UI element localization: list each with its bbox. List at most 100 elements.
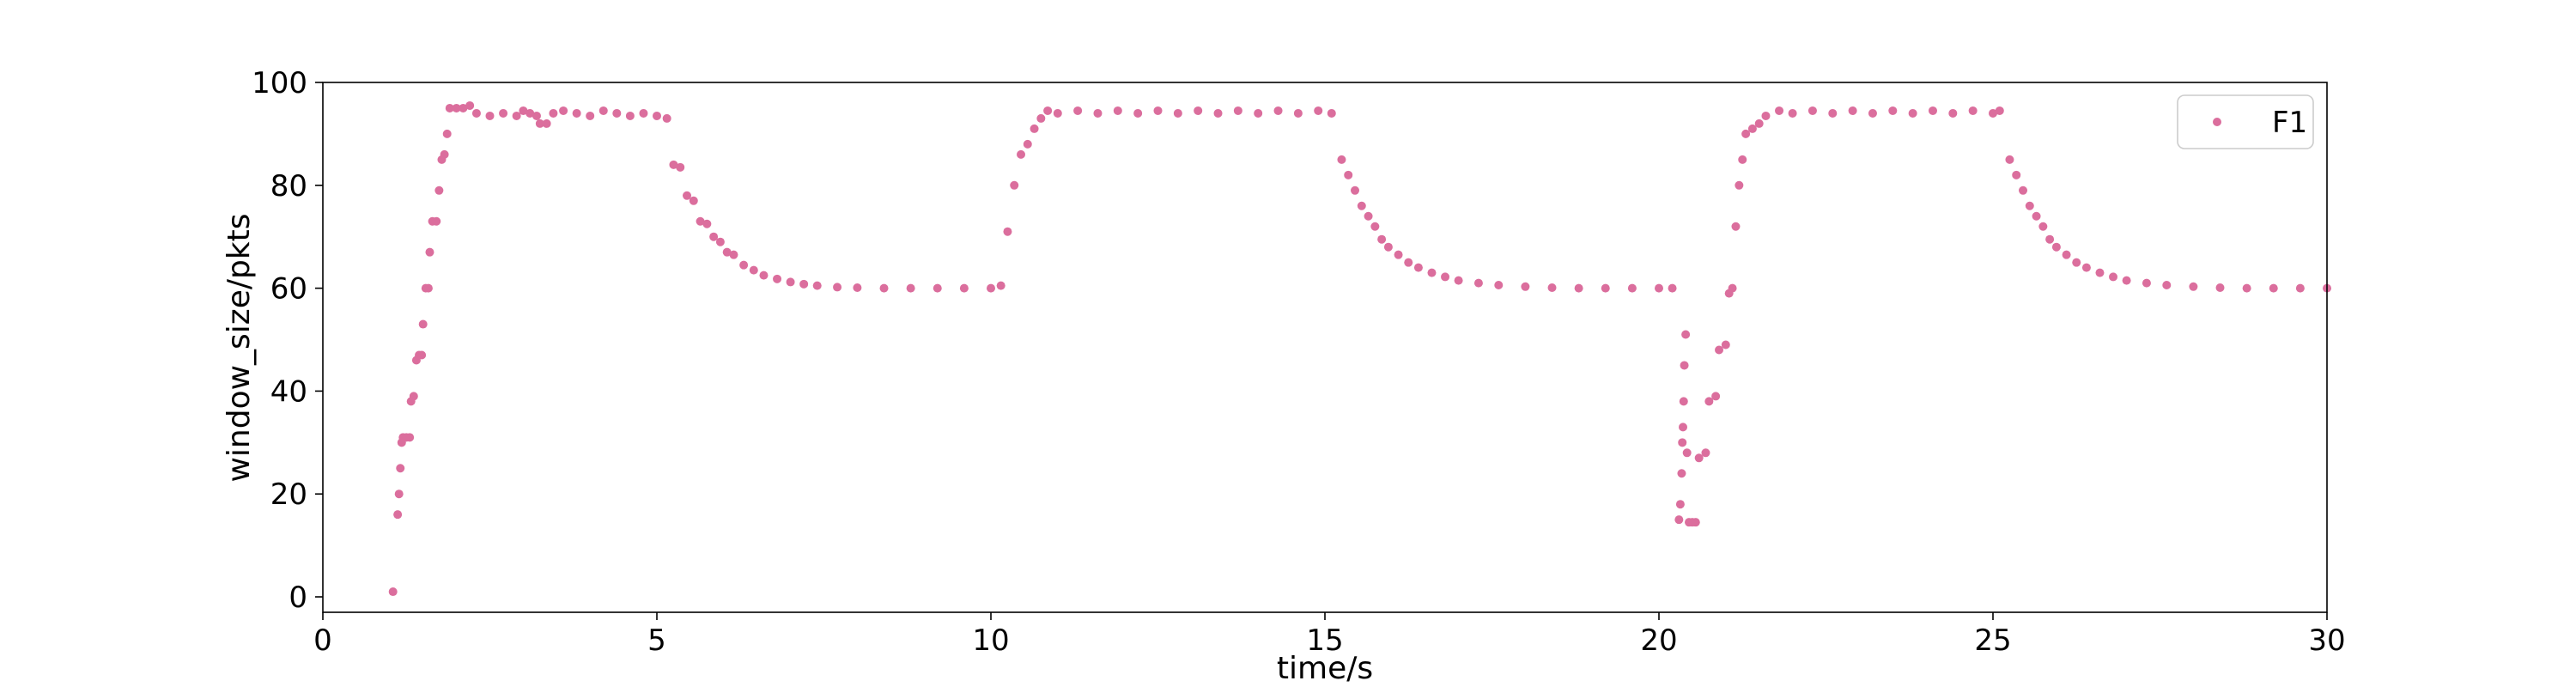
data-point: [1675, 500, 1685, 509]
data-point: [1327, 108, 1336, 118]
legend-marker-f1: [2213, 118, 2221, 126]
data-point: [1694, 453, 1704, 463]
data-point: [1023, 139, 1032, 149]
data-point: [1394, 250, 1403, 259]
data-point: [1153, 106, 1163, 115]
data-point: [572, 108, 581, 118]
data-point: [996, 281, 1005, 290]
data-point: [1601, 283, 1610, 293]
data-point: [2005, 155, 2014, 164]
data-point: [1213, 108, 1223, 118]
data-point: [1968, 106, 1978, 115]
data-point: [459, 103, 468, 112]
data-point: [722, 247, 732, 257]
data-point: [2242, 283, 2251, 293]
data-point: [1053, 108, 1062, 118]
data-point: [759, 271, 769, 280]
data-point: [2012, 170, 2021, 179]
data-point: [1678, 438, 1687, 447]
data-point: [1691, 518, 1700, 527]
data-point: [1735, 180, 1744, 190]
data-point: [1017, 149, 1026, 159]
data-point: [2062, 250, 2071, 259]
data-point: [519, 106, 528, 115]
data-point: [1868, 108, 1877, 118]
data-point: [1682, 448, 1692, 458]
data-point: [1701, 448, 1710, 458]
data-point: [1788, 108, 1797, 118]
data-point: [1908, 108, 1917, 118]
x-tick-label: 30: [2308, 623, 2345, 658]
data-point: [1370, 222, 1380, 231]
data-point: [1454, 276, 1463, 285]
data-point: [662, 113, 671, 123]
data-point: [2189, 282, 2198, 291]
data-point: [1413, 263, 1423, 272]
data-point: [442, 129, 452, 138]
y-tick-label: 80: [270, 169, 307, 204]
data-point: [696, 216, 705, 226]
data-point: [393, 510, 403, 520]
y-tick-label: 60: [270, 272, 307, 307]
data-point: [1775, 106, 1784, 115]
data-point: [1680, 361, 1689, 370]
data-point: [683, 191, 692, 200]
data-point: [586, 111, 595, 120]
data-point: [394, 489, 404, 499]
plot-area-frame: [322, 82, 2328, 613]
data-point: [542, 119, 551, 128]
data-point: [2095, 268, 2105, 277]
data-point: [452, 103, 461, 112]
data-point: [1473, 278, 1483, 288]
data-point: [499, 108, 508, 118]
y-tick-label: 0: [289, 581, 307, 615]
data-point: [1674, 515, 1684, 525]
data-point: [1715, 345, 1724, 355]
data-point: [425, 247, 434, 257]
data-point: [1030, 124, 1039, 133]
data-point: [1043, 106, 1053, 115]
data-point: [512, 111, 521, 120]
data-point: [2019, 185, 2028, 195]
data-point: [1679, 397, 1688, 406]
data-point: [773, 274, 782, 283]
legend-label-f1: F1: [2272, 106, 2307, 140]
data-point: [1574, 283, 1583, 293]
x-tick-label: 25: [1974, 623, 2011, 658]
data-point: [739, 260, 749, 270]
data-point: [879, 283, 889, 293]
x-tick-label: 5: [647, 623, 666, 658]
data-point: [853, 283, 862, 293]
data-point: [702, 219, 712, 228]
data-point: [1364, 211, 1373, 221]
data-point: [1010, 180, 1019, 190]
data-point: [471, 108, 481, 118]
data-point: [1948, 108, 1958, 118]
y-tick-label: 20: [270, 477, 307, 512]
y-tick-label: 40: [270, 374, 307, 409]
data-point: [2032, 211, 2041, 221]
data-point: [1357, 201, 1366, 210]
data-point: [2215, 283, 2225, 293]
x-tick-label: 0: [313, 623, 332, 658]
data-point: [1655, 283, 1663, 293]
data-point: [749, 265, 758, 275]
y-tick-label: 100: [252, 66, 307, 100]
data-point: [1888, 106, 1898, 115]
data-point: [933, 283, 942, 293]
data-point: [1254, 108, 1263, 118]
data-point: [1677, 469, 1686, 478]
x-axis-title: time/s: [1277, 651, 1373, 686]
data-point: [653, 111, 661, 120]
data-point: [417, 350, 427, 360]
data-point: [812, 281, 822, 290]
data-point: [1761, 111, 1771, 120]
data-point: [1711, 392, 1721, 401]
data-point: [676, 162, 685, 172]
data-point: [2122, 276, 2131, 285]
data-point: [1547, 283, 1557, 293]
data-point: [1747, 124, 1757, 133]
data-point: [1928, 106, 1937, 115]
data-point: [2038, 222, 2048, 231]
data-point: [2269, 283, 2278, 293]
